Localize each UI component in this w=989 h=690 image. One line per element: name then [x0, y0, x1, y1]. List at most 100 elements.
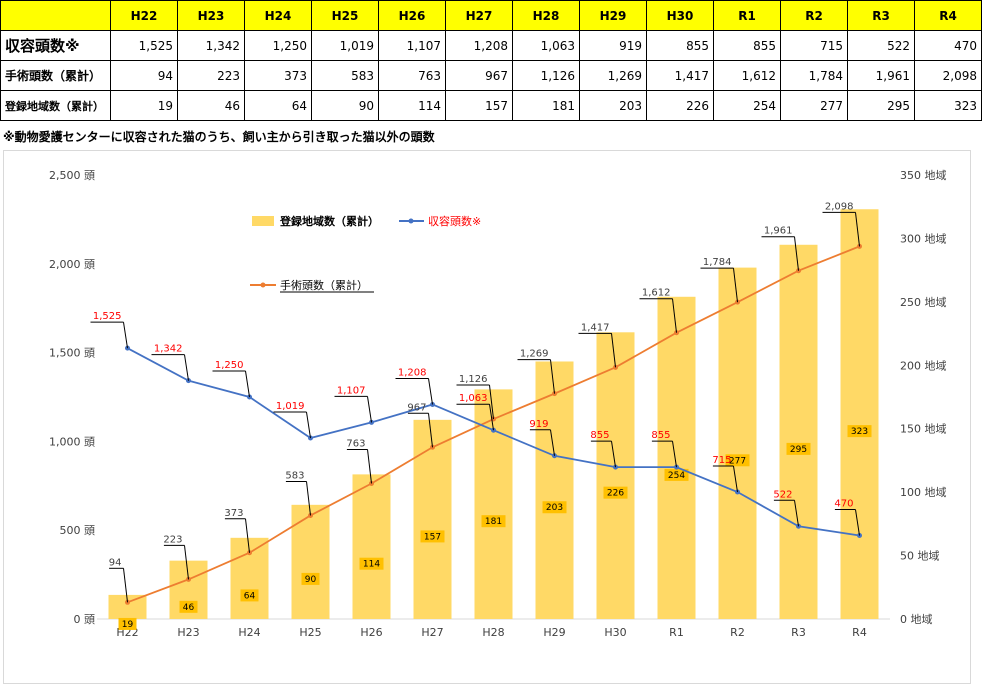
bar-data-label: 46 — [183, 603, 195, 613]
table-column-header: H25 — [311, 0, 379, 31]
y-right-tick-label: 0 地域 — [900, 613, 933, 626]
surgery-leader — [306, 481, 311, 516]
table-row-label: 収容頭数※ — [0, 30, 111, 61]
bar-data-label: 226 — [607, 489, 624, 499]
surgery-leader — [123, 568, 128, 603]
table-cell: 855 — [646, 30, 714, 61]
bar-data-label: 254 — [668, 471, 685, 481]
y-left-tick-label: 2,500 頭 — [49, 169, 95, 182]
bar-label-background — [359, 557, 384, 570]
surgery-line-marker — [796, 268, 801, 274]
surgery-data-label: 1,612 — [642, 288, 671, 299]
surgery-data-label: 583 — [285, 470, 304, 481]
y-right-tick-label: 150 地域 — [900, 423, 947, 436]
y-left-tick-label: 1,000 頭 — [49, 435, 95, 448]
table-cell: 1,208 — [445, 30, 513, 61]
bar — [840, 209, 879, 619]
x-tick-label: R3 — [791, 626, 806, 639]
table-cell: 223 — [177, 60, 245, 91]
bar-label-background — [420, 530, 445, 543]
table-header-row: H22 H23 H24 H25 H26 H27 H28 H29 H30 R1 R2 R3 R4 — [0, 0, 982, 31]
table-cell: 1,525 — [110, 30, 178, 61]
surgery-data-label: 1,784 — [703, 257, 732, 268]
table-column-header: R2 — [780, 0, 848, 31]
y-right-tick-label: 200 地域 — [900, 359, 947, 372]
table-row: 手術頭数（累計） 94 223 373 583 763 967 1,126 1,269 1,417… — [0, 60, 982, 91]
chart-area: 0 頭 500 頭 1,000 頭 1,500 頭 2,000 頭 2,500 頭 0 地域… — [3, 150, 971, 684]
surgery-data-label: 373 — [224, 508, 243, 519]
table-cell: 295 — [847, 90, 915, 121]
table-cell: 277 — [780, 90, 848, 121]
table-cell: 181 — [512, 90, 580, 121]
table-cell: 373 — [244, 60, 312, 91]
table-row: 登録地域数（累計） 19 46 64 90 114 157 181 203 226 254 277 29… — [0, 90, 982, 121]
x-tick-label: R1 — [669, 626, 684, 639]
table-cell: 94 — [110, 60, 178, 91]
bar-label-background — [301, 572, 320, 585]
table-cell: 1,126 — [512, 60, 580, 91]
x-tick-label: H30 — [604, 626, 626, 639]
x-tick-label: R2 — [730, 626, 745, 639]
intake-data-label: 1,107 — [337, 385, 366, 396]
combo-chart: 0 頭 500 頭 1,000 頭 1,500 頭 2,000 頭 2,500 頭 0 地域… — [49, 169, 947, 639]
surgery-leader — [489, 384, 494, 420]
surgery-data-label: 2,098 — [825, 201, 854, 212]
surgery-leader — [367, 449, 372, 484]
intake-leader — [184, 354, 189, 381]
table-cell: 114 — [378, 90, 446, 121]
bar-label-background — [542, 501, 567, 514]
legend-surgery-marker — [260, 282, 266, 288]
x-tick-label: H27 — [421, 626, 443, 639]
surgery-line-marker — [613, 364, 618, 370]
intake-leader — [855, 509, 860, 536]
surgery-data-label: 967 — [407, 402, 426, 413]
bar-label-background — [179, 600, 198, 613]
intake-data-label: 1,250 — [215, 360, 244, 371]
table-column-header: H22 — [110, 0, 178, 31]
legend-bar-label: 登録地域数（累計） — [279, 214, 379, 228]
bar-data-label: 157 — [424, 532, 441, 542]
table-cell: 855 — [713, 30, 781, 61]
footnote: ※動物愛護センターに収容された猫のうち、飼い主から引き取った猫以外の頭数 — [3, 130, 435, 144]
bar — [779, 244, 818, 619]
table-cell: 522 — [847, 30, 915, 61]
table-cell: 470 — [914, 30, 982, 61]
legend-intake-label: 収容頭数※ — [428, 214, 481, 228]
surgery-line-marker — [552, 391, 557, 397]
intake-leader — [245, 370, 250, 398]
table-cell: 1,784 — [780, 60, 848, 91]
bar-data-label: 323 — [851, 427, 868, 437]
surgery-leader — [672, 298, 677, 333]
bar — [657, 296, 696, 619]
table-cell: 1,961 — [847, 60, 915, 91]
intake-data-label: 715 — [712, 455, 731, 466]
intake-data-label: 522 — [773, 489, 792, 500]
bar-label-background — [240, 589, 259, 602]
bar — [291, 504, 330, 619]
bar-label-background — [786, 442, 811, 455]
bar-label-background — [603, 486, 628, 499]
surgery-data-label: 223 — [163, 534, 182, 545]
surgery-leader — [855, 212, 860, 247]
bar — [352, 474, 391, 619]
x-tick-label: H24 — [238, 626, 260, 639]
surgery-leader — [245, 518, 250, 553]
table-cell: 1,417 — [646, 60, 714, 91]
legend-bar-swatch — [252, 216, 274, 226]
surgery-data-label: 94 — [109, 557, 122, 568]
table-column-header: R4 — [914, 0, 982, 31]
surgery-line-marker — [735, 299, 740, 305]
intake-leader — [428, 378, 433, 405]
intake-leader — [733, 465, 738, 493]
intake-data-label: 1,342 — [154, 344, 183, 355]
surgery-leader — [184, 545, 189, 580]
intake-leader — [611, 441, 616, 468]
legend-surgery-label: 手術頭数（累計） — [280, 278, 368, 292]
intake-data-label: 855 — [590, 430, 609, 441]
bar-data-label: 114 — [363, 560, 380, 570]
bar-data-label: 181 — [485, 517, 502, 527]
y-left-tick-label: 0 頭 — [74, 613, 96, 626]
x-tick-label: H25 — [299, 626, 321, 639]
table-cell: 1,107 — [378, 30, 446, 61]
intake-leader — [550, 429, 555, 456]
